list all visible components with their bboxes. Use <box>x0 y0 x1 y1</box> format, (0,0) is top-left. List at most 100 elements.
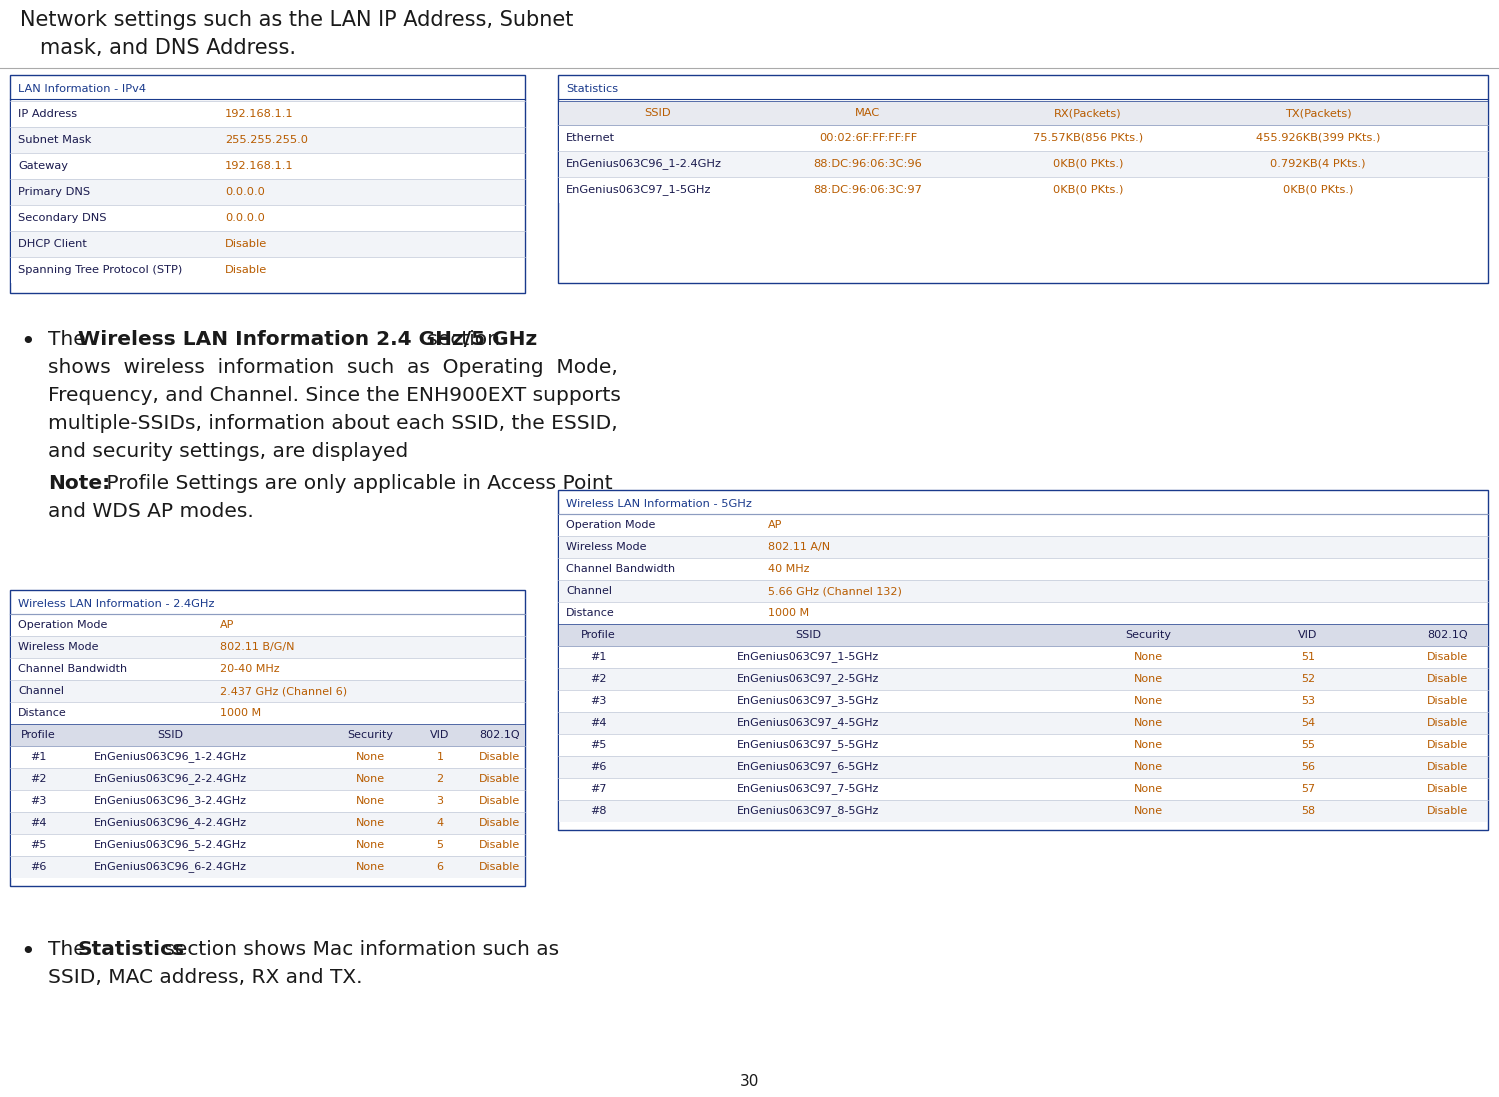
Text: #7: #7 <box>589 784 606 794</box>
Text: EnGenius063C97_5-5GHz: EnGenius063C97_5-5GHz <box>738 739 878 750</box>
Text: Disable: Disable <box>1427 806 1469 816</box>
Text: 0.792KB(4 PKts.): 0.792KB(4 PKts.) <box>1270 159 1366 169</box>
Text: 75.57KB(856 PKts.): 75.57KB(856 PKts.) <box>1033 133 1144 143</box>
Text: #4: #4 <box>30 818 46 828</box>
Text: DHCP Client: DHCP Client <box>18 239 87 249</box>
Text: Wireless LAN Information - 5GHz: Wireless LAN Information - 5GHz <box>567 499 752 509</box>
Bar <box>559 800 1487 822</box>
Bar <box>10 680 525 702</box>
Text: EnGenius063C97_8-5GHz: EnGenius063C97_8-5GHz <box>738 805 880 816</box>
Text: 802.1Q: 802.1Q <box>1427 630 1469 640</box>
Text: The: The <box>48 330 91 349</box>
Bar <box>559 580 1487 602</box>
Text: Profile Settings are only applicable in Access Point: Profile Settings are only applicable in … <box>100 474 613 493</box>
Text: Channel: Channel <box>18 686 64 695</box>
Bar <box>559 177 1487 203</box>
Text: mask, and DNS Address.: mask, and DNS Address. <box>40 38 295 58</box>
Text: 52: 52 <box>1301 674 1315 685</box>
Bar <box>559 646 1487 668</box>
Text: 58: 58 <box>1301 806 1315 816</box>
Text: section: section <box>421 330 501 349</box>
Text: Distance: Distance <box>18 708 67 719</box>
Text: 802.11 B/G/N: 802.11 B/G/N <box>220 642 294 652</box>
Text: AP: AP <box>220 620 234 630</box>
Text: EnGenius063C96_4-2.4GHz: EnGenius063C96_4-2.4GHz <box>93 817 246 828</box>
Bar <box>559 536 1487 558</box>
Text: 56: 56 <box>1301 762 1315 772</box>
Bar <box>10 75 525 293</box>
Text: EnGenius063C96_5-2.4GHz: EnGenius063C96_5-2.4GHz <box>93 839 246 850</box>
Text: None: None <box>355 840 385 850</box>
Bar <box>559 558 1487 580</box>
Bar <box>10 231 525 257</box>
Text: EnGenius063C97_1-5GHz: EnGenius063C97_1-5GHz <box>738 652 878 663</box>
Text: Disable: Disable <box>1427 740 1469 750</box>
Text: EnGenius063C97_3-5GHz: EnGenius063C97_3-5GHz <box>738 695 878 706</box>
Text: SSID: SSID <box>794 630 821 640</box>
Text: Subnet Mask: Subnet Mask <box>18 135 91 145</box>
Text: Secondary DNS: Secondary DNS <box>18 213 106 223</box>
Text: Disable: Disable <box>1427 762 1469 772</box>
Bar <box>10 856 525 878</box>
Text: 88:DC:96:06:3C:97: 88:DC:96:06:3C:97 <box>814 185 922 195</box>
Text: 6: 6 <box>436 862 444 872</box>
Bar <box>10 658 525 680</box>
Text: Statistics: Statistics <box>78 940 184 959</box>
Bar <box>10 636 525 658</box>
Bar <box>559 690 1487 712</box>
Text: Disable: Disable <box>480 840 520 850</box>
Text: VID: VID <box>430 730 450 740</box>
Text: None: None <box>1133 740 1163 750</box>
Bar <box>10 614 525 636</box>
Text: #1: #1 <box>30 753 46 762</box>
Text: 88:DC:96:06:3C:96: 88:DC:96:06:3C:96 <box>814 159 922 169</box>
Text: 0KB(0 PKts.): 0KB(0 PKts.) <box>1052 185 1123 195</box>
Text: Security: Security <box>1126 630 1171 640</box>
Text: •: • <box>19 330 34 354</box>
Text: None: None <box>1133 674 1163 685</box>
Text: EnGenius063C96_1-2.4GHz: EnGenius063C96_1-2.4GHz <box>93 751 246 762</box>
Text: and WDS AP modes.: and WDS AP modes. <box>48 502 253 521</box>
Text: None: None <box>1133 652 1163 661</box>
Bar <box>10 101 525 127</box>
Text: 30: 30 <box>741 1074 758 1089</box>
Text: Operation Mode: Operation Mode <box>18 620 108 630</box>
Text: Disable: Disable <box>1427 719 1469 728</box>
Text: #3: #3 <box>30 796 46 806</box>
Text: Disable: Disable <box>480 818 520 828</box>
Bar <box>559 125 1487 151</box>
Text: None: None <box>1133 784 1163 794</box>
Text: 2.437 GHz (Channel 6): 2.437 GHz (Channel 6) <box>220 686 348 695</box>
Text: #6: #6 <box>30 862 46 872</box>
Text: shows  wireless  information  such  as  Operating  Mode,: shows wireless information such as Opera… <box>48 358 618 377</box>
Bar <box>559 756 1487 778</box>
Text: 1000 M: 1000 M <box>220 708 261 719</box>
Text: 5: 5 <box>436 840 444 850</box>
Text: #2: #2 <box>589 674 606 685</box>
Text: •: • <box>19 940 34 964</box>
Text: TX(Packets): TX(Packets) <box>1285 108 1351 118</box>
Text: 00:02:6F:FF:FF:FF: 00:02:6F:FF:FF:FF <box>818 133 917 143</box>
Bar <box>10 205 525 231</box>
Bar <box>558 75 1489 283</box>
Text: Disable: Disable <box>1427 695 1469 706</box>
Text: Channel: Channel <box>567 586 612 596</box>
Bar <box>10 590 525 886</box>
Text: SSID: SSID <box>645 108 672 118</box>
Text: Statistics: Statistics <box>567 84 618 94</box>
Text: 40 MHz: 40 MHz <box>767 564 809 574</box>
Text: 802.1Q: 802.1Q <box>480 730 520 740</box>
Text: 0KB(0 PKts.): 0KB(0 PKts.) <box>1052 159 1123 169</box>
Text: Profile: Profile <box>580 630 616 640</box>
Text: Spanning Tree Protocol (STP): Spanning Tree Protocol (STP) <box>18 265 183 275</box>
Text: #3: #3 <box>589 695 606 706</box>
Text: Operation Mode: Operation Mode <box>567 520 655 530</box>
Text: Channel Bandwidth: Channel Bandwidth <box>18 664 127 674</box>
Bar <box>559 514 1487 536</box>
Bar <box>559 101 1487 125</box>
Text: None: None <box>1133 719 1163 728</box>
Text: Disable: Disable <box>1427 652 1469 661</box>
Text: EnGenius063C96_2-2.4GHz: EnGenius063C96_2-2.4GHz <box>93 773 246 784</box>
Text: Wireless LAN Information - 2.4GHz: Wireless LAN Information - 2.4GHz <box>18 599 214 609</box>
Text: None: None <box>355 753 385 762</box>
